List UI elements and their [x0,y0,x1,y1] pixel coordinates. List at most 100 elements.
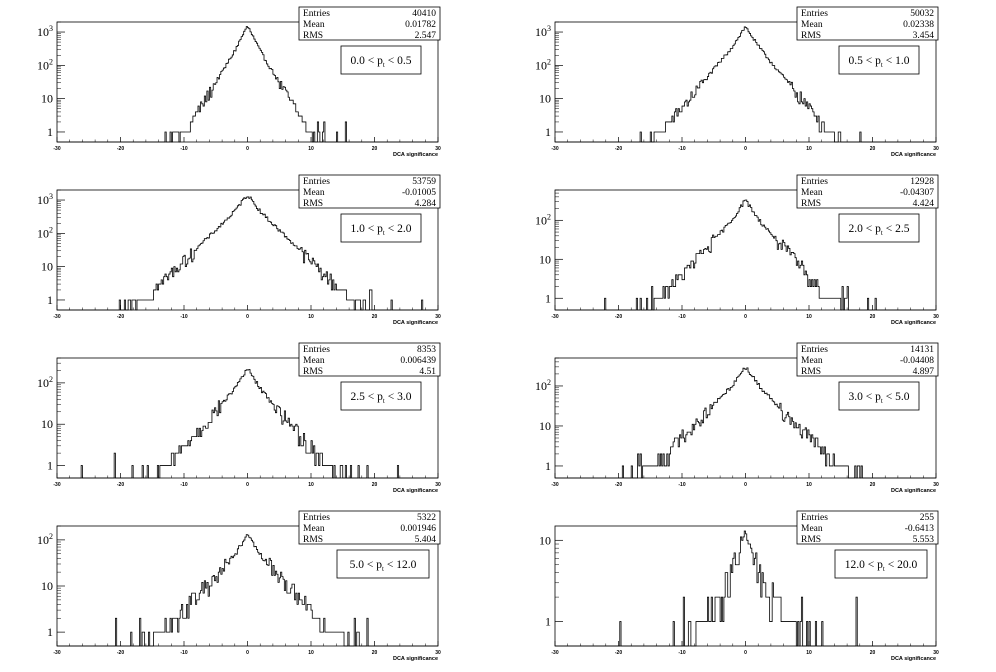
pt-range-box [838,45,920,75]
y-tick-label: 10 [41,92,53,106]
y-tick-label: 102 [37,375,53,390]
x-tick-label: -30 [53,650,60,656]
x-tick-label: -20 [615,314,622,320]
x-tick-label: -20 [117,314,124,320]
pt-range-box [834,549,928,579]
y-tick-label: 10 [539,533,551,547]
stats-value: 14131 [910,345,934,355]
x-tick-label: 30 [435,146,441,152]
x-tick-label: -30 [551,146,558,152]
x-tick-label: 10 [806,314,812,320]
y-tick-label: 103 [535,24,551,39]
stats-label: Entries [303,177,330,187]
y-tick-label: 1 [47,293,53,307]
stats-value: -0.6413 [905,524,935,534]
x-tick-label: 0 [246,314,249,320]
histogram-series [555,199,936,311]
pt-range-box [340,213,422,243]
y-tick-label: 10 [41,260,53,274]
stats-value: 4.424 [913,199,935,209]
x-tick-label: -30 [53,146,60,152]
x-tick-label: 20 [870,482,876,488]
y-tick-label: 102 [37,532,53,547]
y-tick-label: 1 [47,125,53,139]
x-tick-label: 0 [744,482,747,488]
x-tick-label: 30 [933,650,939,656]
x-tick-label: 30 [435,650,441,656]
histogram-series [555,530,936,647]
x-tick-label: -30 [551,482,558,488]
y-tick-label: 1 [47,459,53,473]
stats-label: Entries [801,513,828,523]
x-tick-label: -20 [615,146,622,152]
stats-label: Mean [303,188,325,198]
stats-value: 40410 [412,9,436,19]
x-tick-label: -20 [117,482,124,488]
stats-label: Mean [303,524,325,534]
stats-value: 4.284 [415,199,437,209]
pt-range-label: 5.0 < pt < 12.0 [350,559,417,573]
x-tick-label: 10 [308,650,314,656]
x-axis-title: DCA significance [891,152,936,158]
stats-label: Mean [801,20,823,30]
x-tick-label: 20 [372,314,378,320]
stats-value: 4.897 [913,367,935,377]
x-tick-label: 10 [806,482,812,488]
stats-value: 255 [920,513,935,523]
x-tick-label: -10 [678,482,685,488]
y-tick-label: 10 [539,419,551,433]
pt-range-label: 1.0 < pt < 2.0 [351,223,412,237]
pt-range-box [838,213,920,243]
y-tick-label: 1 [545,615,551,629]
histogram-series [57,26,438,143]
pt-range-label: 12.0 < pt < 20.0 [845,559,918,573]
x-tick-label: -10 [678,146,685,152]
y-tick-label: 103 [37,192,53,207]
x-tick-label: 30 [435,314,441,320]
pt-range-label: 0.0 < pt < 0.5 [351,55,412,69]
histogram-series [555,367,936,479]
x-tick-label: -20 [117,146,124,152]
x-tick-label: 0 [744,314,747,320]
y-tick-label: 102 [535,57,551,72]
x-axis-title: DCA significance [393,488,438,494]
y-tick-label: 10 [539,92,551,106]
x-tick-label: 20 [870,314,876,320]
stats-value: 3.454 [913,31,935,41]
x-axis-title: DCA significance [891,320,936,326]
stats-box [298,342,441,377]
x-tick-label: 20 [372,146,378,152]
pt-range-box [340,45,422,75]
x-tick-label: 0 [246,650,249,656]
x-axis-title: DCA significance [891,488,936,494]
stats-value: 8353 [417,345,436,355]
stats-box [298,6,441,41]
x-tick-label: -10 [678,314,685,320]
stats-value: 0.01782 [405,20,436,30]
stats-value: 5.553 [913,535,935,545]
x-tick-label: 30 [933,146,939,152]
x-tick-label: -10 [180,146,187,152]
x-tick-label: 30 [435,482,441,488]
x-axis-title: DCA significance [891,656,936,662]
stats-label: Entries [801,9,828,19]
histogram-series [555,26,936,143]
x-tick-label: 0 [744,650,747,656]
stats-value: 50032 [910,9,934,19]
y-tick-label: 1 [545,459,551,473]
x-tick-label: 20 [870,146,876,152]
stats-value: 53759 [412,177,436,187]
stats-label: RMS [303,535,323,545]
y-tick-label: 102 [37,225,53,240]
histogram-series [57,369,438,479]
stats-label: RMS [801,31,821,41]
stats-box [796,6,939,41]
y-tick-label: 10 [41,417,53,431]
x-tick-label: 20 [870,650,876,656]
pt-range-label: 2.5 < pt < 3.0 [351,391,412,405]
pt-range-label: 3.0 < pt < 5.0 [849,391,910,405]
